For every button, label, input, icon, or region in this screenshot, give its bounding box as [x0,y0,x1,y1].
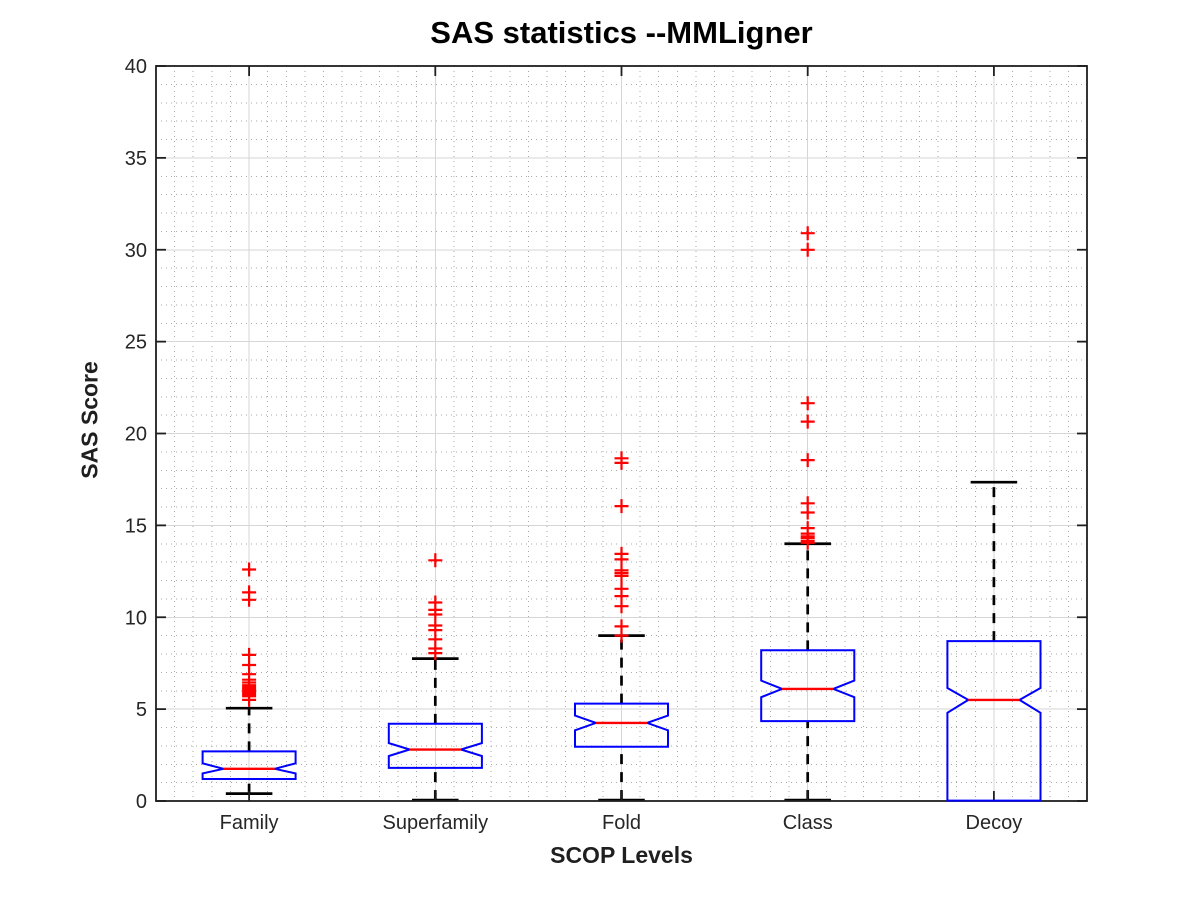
x-category-label: Decoy [966,812,1023,834]
x-category-label: Class [783,812,833,834]
outliers-class [800,226,815,550]
y-axis-label: SAS Score [76,361,103,479]
box-decoy [946,640,1042,802]
x-category-labels: Family Superfamily Fold Class Decoy [220,812,1023,834]
box-superfamily [387,722,483,769]
box-group-family [201,562,297,780]
outliers-superfamily [428,553,443,661]
y-tick-label: 5 [136,699,147,721]
major-grid [156,66,1087,801]
outliers-family [242,562,257,707]
y-tick-label: 10 [125,607,147,629]
chart-title: SAS statistics --MMLigner [430,15,813,50]
box-group-class [760,226,856,723]
box-group-fold [574,451,669,748]
y-tick-label: 35 [125,148,147,170]
box-group-decoy [946,640,1042,802]
x-axis-label: SCOP Levels [550,842,693,868]
y-tick-label: 20 [125,424,147,446]
box-fold [574,702,669,748]
y-tick-label: 0 [136,791,147,813]
outliers-fold [614,451,629,643]
box-group-superfamily [387,553,483,769]
y-tick-labels: 0 5 10 15 20 25 30 35 40 [125,56,147,813]
x-category-label: Family [220,812,279,834]
x-category-label: Superfamily [382,812,488,834]
y-tick-label: 40 [125,56,147,78]
box-family [201,750,297,780]
box-class [760,649,856,723]
y-tick-label: 30 [125,240,147,262]
y-tick-label: 15 [125,515,147,537]
axis-frame [155,65,1088,802]
x-category-label: Fold [602,812,641,834]
y-tick-label: 25 [125,332,147,354]
